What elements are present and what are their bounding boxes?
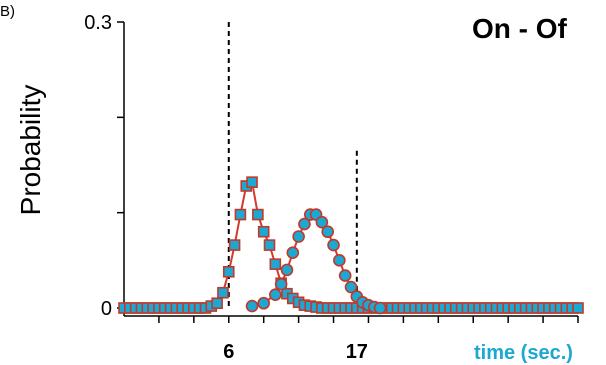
circle-marker: [344, 280, 358, 294]
circle-marker: [286, 246, 300, 260]
panel-label: B): [0, 3, 15, 20]
square-marker: [252, 208, 264, 221]
circle-marker: [269, 288, 282, 301]
circle-marker: [245, 299, 259, 313]
square-marker: [246, 176, 258, 188]
square-marker: [257, 225, 270, 238]
circle-marker: [338, 269, 352, 282]
square-marker: [572, 302, 584, 314]
square-marker: [222, 265, 235, 278]
circle-marker: [274, 277, 288, 291]
square-marker: [263, 239, 276, 251]
circle-marker: [327, 238, 340, 252]
circle-marker: [373, 301, 387, 315]
data-markers: [118, 176, 584, 315]
chart-title: On - Of: [472, 13, 568, 44]
circle-marker: [321, 225, 335, 239]
x-tick-label: 17: [346, 341, 368, 363]
square-marker: [234, 208, 247, 221]
circle-marker: [280, 263, 294, 277]
circle-marker: [333, 254, 346, 267]
square-marker: [217, 286, 229, 299]
square-marker: [211, 297, 223, 310]
square-marker: [269, 258, 282, 270]
y-tick-label: 0.3: [84, 12, 112, 34]
circle-marker: [257, 296, 270, 310]
circle-marker: [315, 215, 329, 229]
reference-lines: [227, 22, 358, 308]
y-axis-label: Probability: [15, 85, 46, 216]
axes: 0 0.3 6 17: [84, 12, 579, 363]
circle-marker: [298, 217, 311, 231]
circle-marker: [292, 230, 305, 243]
x-axis-label: time (sec.): [474, 342, 573, 364]
y-tick-label: 0: [101, 298, 112, 320]
square-marker: [228, 239, 241, 251]
x-tick-label: 6: [223, 341, 234, 363]
